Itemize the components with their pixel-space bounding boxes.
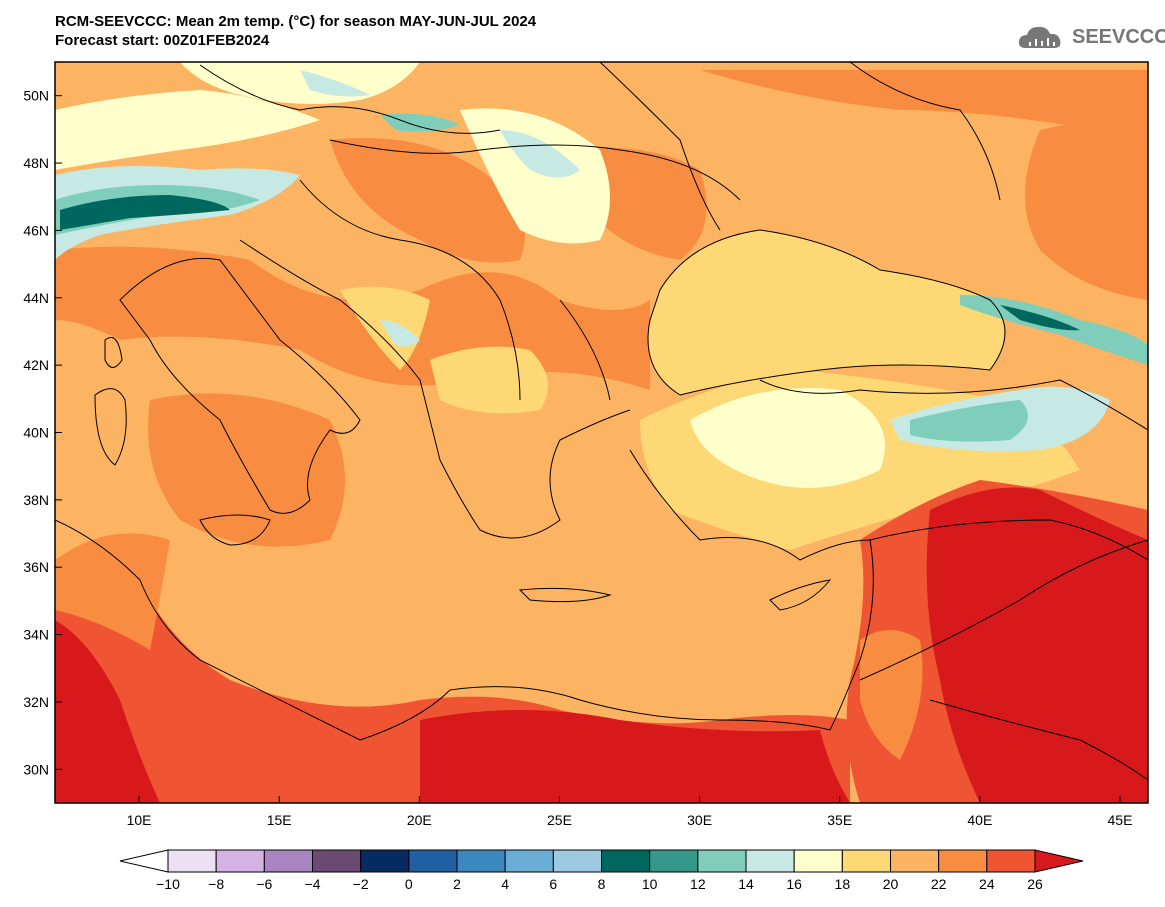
colorbar-label: 4	[501, 876, 509, 892]
colorbar-box	[938, 849, 988, 873]
colorbar-max-arrow	[1034, 849, 1084, 873]
colorbar-label: 2	[453, 876, 461, 892]
lon-tick-label: 35E	[827, 812, 852, 828]
colorbar-label: −4	[305, 876, 321, 892]
lat-tick-label: 44N	[23, 290, 49, 306]
coastlines	[55, 62, 1148, 781]
colorbar-label: 18	[835, 876, 851, 892]
colorbar-label: −10	[156, 876, 180, 892]
lon-tick-label: 10E	[127, 812, 152, 828]
colorbar-label: 14	[738, 876, 754, 892]
colorbar-box	[793, 849, 843, 873]
colorbar-box	[504, 849, 554, 873]
colorbar-box	[552, 849, 602, 873]
colorbar-box	[215, 849, 265, 873]
lat-tick-label: 38N	[23, 492, 49, 508]
lat-tick-label: 32N	[23, 694, 49, 710]
colorbar-label: −2	[353, 876, 369, 892]
colorbar-label: 12	[690, 876, 706, 892]
colorbar-box	[263, 849, 314, 873]
lat-tick-label: 42N	[23, 357, 49, 373]
colorbar-label: −6	[256, 876, 272, 892]
colorbar-box	[312, 849, 362, 873]
lon-tick-label: 40E	[967, 812, 992, 828]
map-fill	[55, 62, 1148, 803]
colorbar-box	[456, 849, 506, 873]
lon-tick-label: 45E	[1108, 812, 1133, 828]
colorbar-box	[697, 849, 747, 873]
colorbar-box	[986, 849, 1036, 873]
colorbar-label: 16	[786, 876, 802, 892]
longitude-axis: 10E 15E 20E 25E 30E 35E 40E 45E	[127, 796, 1133, 828]
title-line-2: Forecast start: 00Z01FEB2024	[55, 32, 270, 49]
lat-tick-label: 36N	[23, 559, 49, 575]
colorbar-box	[360, 849, 410, 873]
lat-tick-label: 48N	[23, 155, 49, 171]
colorbar: −10 −8 −6 −4 −2 0 2 4 6 8 10 12 14 16 18 20 22 24 26	[119, 849, 1084, 892]
lon-tick-label: 20E	[407, 812, 432, 828]
lon-tick-label: 25E	[547, 812, 572, 828]
seevccc-logo: SEEVCCC	[1016, 22, 1165, 52]
colorbar-box	[408, 849, 458, 873]
colorbar-label: 0	[405, 876, 413, 892]
title-line-1: RCM-SEEVCCC: Mean 2m temp. (°C) for seas…	[55, 13, 537, 30]
colorbar-box	[890, 849, 940, 873]
colorbar-box	[649, 849, 699, 873]
logo-text: SEEVCCC	[1072, 25, 1165, 48]
lat-tick-label: 40N	[23, 425, 49, 441]
colorbar-label: 6	[549, 876, 557, 892]
lon-tick-label: 15E	[267, 812, 292, 828]
cloud-icon	[1018, 26, 1061, 48]
colorbar-label: 20	[883, 876, 899, 892]
colorbar-label: 22	[931, 876, 947, 892]
colorbar-box	[601, 849, 651, 873]
lon-tick-label: 30E	[687, 812, 712, 828]
colorbar-label: 26	[1027, 876, 1043, 892]
colorbar-label: −8	[208, 876, 224, 892]
colorbar-box	[841, 849, 891, 873]
colorbar-box	[167, 849, 217, 873]
colorbar-label: 24	[979, 876, 995, 892]
colorbar-box	[745, 849, 795, 873]
colorbar-min-arrow	[119, 849, 169, 873]
lat-tick-label: 50N	[23, 88, 49, 104]
colorbar-label: 8	[598, 876, 606, 892]
colorbar-label: 10	[642, 876, 658, 892]
lat-tick-label: 46N	[23, 222, 49, 238]
lat-tick-label: 34N	[23, 627, 49, 643]
map-title: RCM-SEEVCCC: Mean 2m temp. (°C) for seas…	[55, 12, 536, 50]
latitude-axis: 50N 48N 46N 44N 42N 40N 38N 36N 34N 32N 30N	[23, 88, 62, 777]
lat-tick-label: 30N	[23, 761, 49, 777]
